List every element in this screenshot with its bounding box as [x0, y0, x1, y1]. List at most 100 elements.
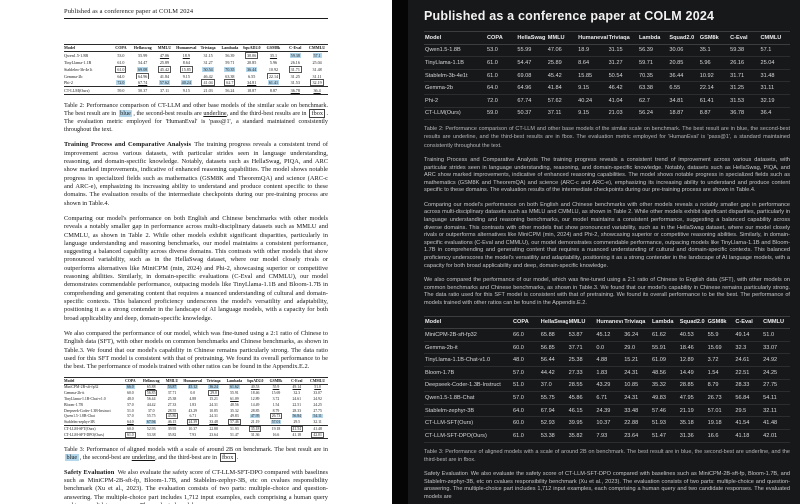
value-cell: 61.62: [229, 385, 240, 390]
value-cell: 7.93: [595, 429, 624, 443]
value-cell: 26.73: [706, 391, 735, 405]
table-row: CT-LLM-SFT-DPO(Ours) 61.0 53.38 35.82 7.93 23…: [424, 429, 790, 443]
value-cell: 72.0: [116, 80, 126, 86]
value-cell: 8.79: [272, 408, 280, 413]
value-cell: 50.54: [607, 69, 638, 83]
value-cell: 20.85: [247, 59, 257, 65]
table-row: TinyLlama-1.1B-Chat-v1.0 48.0 56.44 25.38 4.…: [64, 396, 328, 402]
caption-segment: .: [474, 456, 476, 463]
model-name-cell: Phi-2: [64, 80, 73, 86]
paragraph-comparing-light: Comparing our model's performance on bot…: [64, 214, 328, 322]
value-cell: 66.0: [512, 328, 540, 342]
value-cell: 69.08: [516, 69, 547, 83]
value-cell: 31.27: [203, 59, 213, 65]
value-cell: 28.33: [292, 408, 302, 413]
value-cell: 3.72: [706, 353, 735, 367]
value-cell: 36.24: [208, 385, 219, 390]
value-cell: 26.16: [729, 56, 760, 70]
value-cell: 56.24: [637, 107, 669, 121]
table2-caption-light: Table 2: Performance comparison of CT-LL…: [64, 102, 328, 134]
header-rule: [64, 17, 328, 19]
caption-segment: underline: [745, 448, 769, 455]
value-cell: 32.3: [293, 391, 301, 396]
model-name-cell: Qwen1.5-1.8B-Chat: [424, 391, 512, 405]
column-header: Model: [64, 45, 76, 51]
value-cell: 35.32: [230, 408, 239, 413]
table-row: Phi-2 72.0 67.74 57.62 40.24 41.04 62.7 34.81 61…: [64, 79, 328, 87]
value-cell: 61.0: [486, 56, 517, 70]
caption-segment: Table 2: Performance comparison of CT-LL…: [424, 126, 737, 133]
value-cell: 33.48: [209, 420, 218, 425]
value-cell: 57.01: [270, 420, 282, 425]
value-cell: 6.71: [189, 414, 197, 419]
table-row: CT-LLM-SFT(Ours) 60.0 52.93 39.95 10.37 22.88…: [424, 416, 790, 430]
table-row: Qwen1.5-1.8B 53.0 55.99 47.06 18.9 31.15 56.39…: [64, 52, 328, 60]
paragraph-safety-dark: Safety Evaluation We also evaluate the s…: [424, 471, 790, 500]
value-cell: 51.93: [230, 426, 239, 431]
model-name-cell: CT-LLM-SFT-DPO(Ours): [424, 429, 512, 443]
value-cell: 52.93: [539, 416, 568, 430]
value-cell: 23.64: [209, 432, 218, 437]
value-cell: 67.74: [516, 94, 547, 108]
caption-segment: , and the third-best results are in: [226, 110, 309, 118]
value-cell: 54.11: [762, 391, 790, 405]
value-cell: 24.39: [186, 419, 200, 426]
value-cell: 32.11: [313, 420, 322, 425]
column-header: Lambda: [650, 315, 679, 330]
value-cell: 61.09: [230, 396, 239, 401]
value-cell: 37.0: [147, 408, 155, 413]
caption-segment: Table 2: Performance comparison of CT-LL…: [64, 101, 328, 118]
value-cell: 55.75: [146, 414, 156, 419]
table2-dark: Model COPA HellaSwag MMLU Humaneval Triviaqa L…: [424, 31, 790, 121]
value-cell: 53.0: [486, 44, 517, 58]
value-cell: 24.92: [313, 396, 322, 401]
value-cell: 25.89: [546, 56, 578, 70]
value-cell: 56.39: [637, 44, 669, 58]
value-cell: 21.19: [678, 404, 707, 418]
value-cell: 41.18: [734, 429, 763, 443]
column-header: HellaSwag: [516, 31, 547, 45]
value-cell: 59.71: [637, 56, 669, 70]
value-cell: 54.47: [516, 56, 547, 70]
caption-segment: , the second-best results are: [424, 126, 790, 141]
value-cell: 31.15: [203, 53, 213, 59]
column-header: Humaneval: [176, 45, 197, 51]
value-cell: 48.0: [512, 353, 540, 367]
value-cell: 57.62: [546, 94, 578, 108]
column-header: MMLU: [157, 45, 172, 51]
table-row: MiniCPM-2B-sft-fp32 66.0 65.88 53.87 45.12 36…: [424, 328, 790, 342]
column-header: C-Eval: [729, 31, 760, 45]
table-row: Phi-2 72.0 67.74 57.62 40.24 41.04 62.7 34.81 61…: [424, 94, 790, 108]
value-cell: 9.15: [182, 88, 190, 94]
value-cell: 24.31: [209, 414, 218, 419]
table-header-row: ModelCOPAHellaSwagMMLUHumanevalTriviaqaL…: [424, 315, 790, 330]
value-cell: 59.38: [289, 53, 301, 59]
value-cell: 43.29: [595, 379, 624, 393]
caption-segment: , the second-best are: [691, 448, 746, 455]
column-header: GSM8k: [269, 378, 283, 383]
value-cell: 29.5: [293, 420, 301, 425]
value-cell: 48.56: [230, 402, 239, 407]
value-cell: 56.39: [225, 53, 235, 59]
value-cell: 15.69: [706, 341, 735, 355]
value-cell: 32.3: [734, 341, 763, 355]
value-cell: 24.31: [623, 391, 651, 405]
value-cell: 64.96: [136, 72, 150, 80]
value-cell: 14.49: [250, 402, 260, 407]
value-cell: 26.16: [290, 59, 300, 65]
value-cell: 48.0: [127, 396, 134, 401]
paper-page-light: Published as a conference paper at COLM …: [0, 0, 392, 504]
value-cell: 50.37: [138, 88, 148, 94]
value-cell: 41.48: [762, 416, 790, 430]
column-header: Model: [424, 31, 486, 45]
value-cell: 57.46: [650, 404, 679, 418]
value-cell: 57.46: [228, 419, 241, 426]
value-cell: 6.71: [595, 391, 624, 405]
value-cell: 18.46: [250, 391, 260, 396]
value-cell: 24.25: [762, 366, 790, 380]
value-cell: 51.0: [512, 379, 540, 393]
table3-caption-dark: Table 3: Performance of aligned models w…: [424, 448, 790, 465]
value-cell: 36.24: [623, 328, 651, 342]
